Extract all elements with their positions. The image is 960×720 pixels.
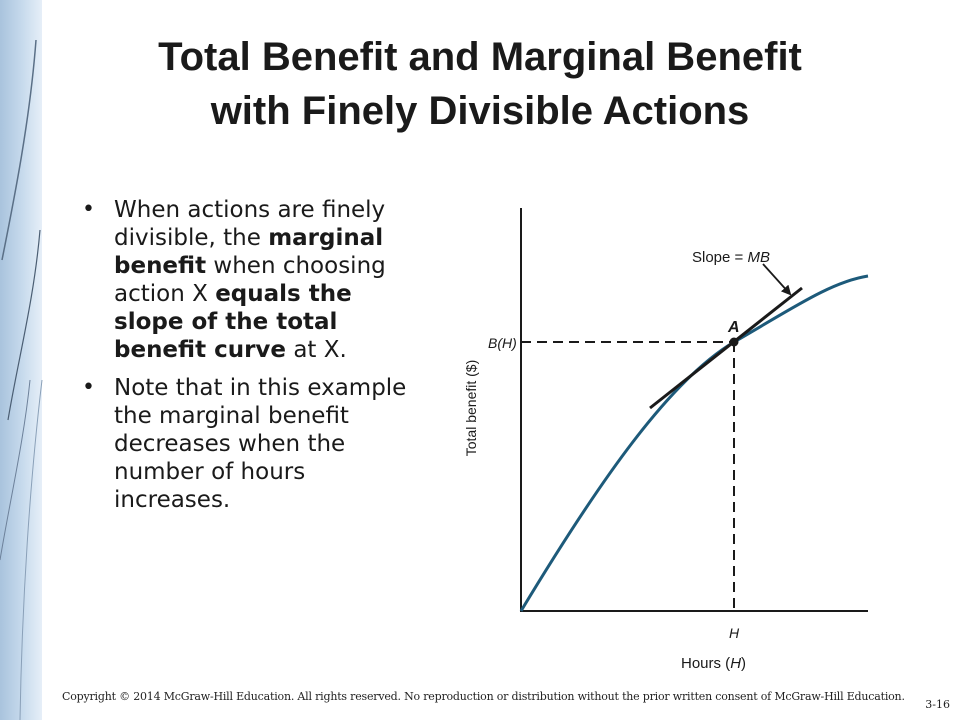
bullet-1-text-c: at X. xyxy=(286,337,347,363)
bullet-item-2: Note that in this example the marginal b… xyxy=(78,374,418,514)
point-a-label: A xyxy=(727,319,740,336)
y-tick-label-bh: B(H) xyxy=(488,335,517,351)
slope-label-prefix: Slope = xyxy=(692,249,747,266)
bullet-1-text-a: When actions are finely divisible, the xyxy=(114,197,386,251)
x-tick-label-h: H xyxy=(729,625,740,641)
bullet-item-1: When actions are finely divisible, the m… xyxy=(78,196,418,364)
slide-title-line-1: Total Benefit and Marginal Benefit xyxy=(158,35,802,79)
bullet-2-text: Note that in this example the marginal b… xyxy=(114,375,407,513)
page-number: 3-16 xyxy=(925,698,950,711)
bullet-1-text-b: when choosing action X xyxy=(114,253,386,307)
y-axis-label: Total benefit ($) xyxy=(463,360,479,457)
slide-title-line-2: with Finely Divisible Actions xyxy=(210,89,750,133)
x-axis-label-var: H xyxy=(730,655,741,672)
slide-title: Total Benefit and Marginal Benefit with … xyxy=(60,30,900,138)
slope-arrow xyxy=(762,263,792,296)
x-axis-label-suffix: ) xyxy=(741,655,746,672)
bullet-1-bold-b: equals the slope of the total benefit cu… xyxy=(114,281,352,363)
slope-label-var: MB xyxy=(747,249,770,266)
bullet-1-bold-a: marginal benefit xyxy=(114,225,384,279)
total-benefit-curve xyxy=(519,274,869,612)
slope-label: Slope = MB xyxy=(692,249,770,266)
x-axis-label: Hours (H) xyxy=(681,655,746,672)
bullet-list: When actions are finely divisible, the m… xyxy=(78,196,418,524)
tangent-line xyxy=(649,286,803,410)
decorative-swooshes xyxy=(0,39,43,720)
x-axis-label-prefix: Hours ( xyxy=(681,655,730,672)
copyright-footer: Copyright © 2014 McGraw-Hill Education. … xyxy=(62,690,905,703)
total-benefit-diagram: A Slope = MB B(H) H Hours (H) Total bene… xyxy=(463,208,869,672)
point-a xyxy=(729,337,739,347)
left-decorative-band xyxy=(0,0,42,720)
